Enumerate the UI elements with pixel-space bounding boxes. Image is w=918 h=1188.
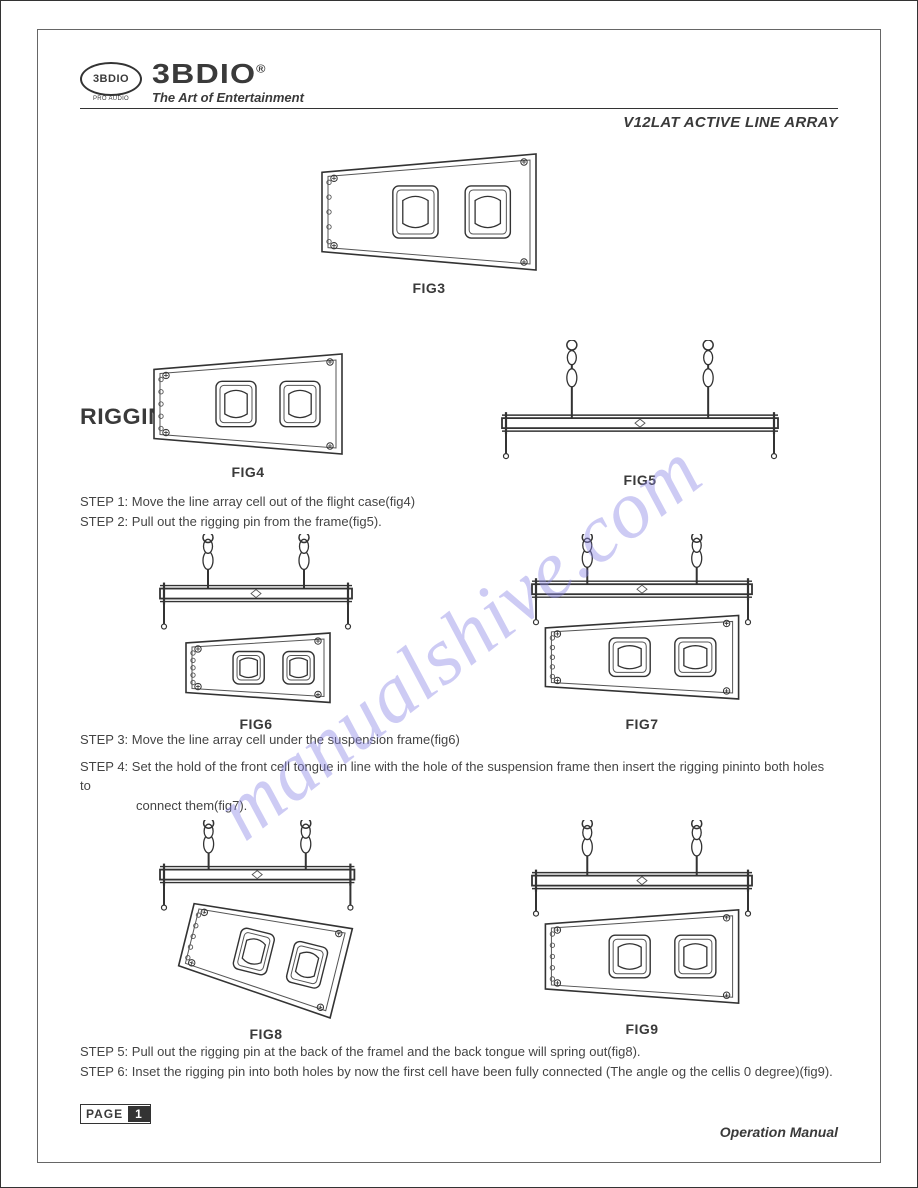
- header: 3BDIO PRO AUDIO 3BDIO® The Art of Entert…: [80, 58, 838, 124]
- figure-label-fig4: FIG4: [148, 464, 348, 480]
- step-6-text: STEP 6: Inset the rigging pin into both …: [80, 1063, 838, 1082]
- brand-tagline: The Art of Entertainment: [152, 90, 304, 105]
- figure-label-fig8: FIG8: [156, 1026, 376, 1042]
- brand-wordmark: 3BDIO®: [152, 58, 267, 90]
- header-rule: [80, 108, 838, 109]
- step-5-text: STEP 5: Pull out the rigging pin at the …: [80, 1043, 838, 1062]
- figure-fig4: FIG4: [148, 350, 348, 480]
- page-number-badge: PAGE 1: [80, 1104, 151, 1124]
- step-block-3: STEP 5: Pull out the rigging pin at the …: [80, 1042, 838, 1083]
- step-4-text-b: connect them(fig7).: [80, 797, 838, 816]
- doc-type-label: Operation Manual: [720, 1124, 838, 1140]
- logo-oval-text: 3BDIO: [93, 73, 129, 85]
- figure-label-fig9: FIG9: [528, 1021, 756, 1037]
- figure-label-fig3: FIG3: [316, 280, 542, 296]
- figure-fig8: FIG8: [156, 820, 376, 1042]
- page-inner: 3BDIO PRO AUDIO 3BDIO® The Art of Entert…: [37, 29, 881, 1163]
- step-block-1: STEP 1: Move the line array cell out of …: [80, 492, 838, 533]
- figure-fig7: FIG7: [528, 534, 756, 732]
- logo-oval: 3BDIO: [80, 62, 142, 96]
- figure-fig3: FIG3: [316, 150, 542, 296]
- figure-fig9: FIG9: [528, 820, 756, 1037]
- step-3-text: STEP 3: Move the line array cell under t…: [80, 731, 838, 750]
- brand-text: 3BDIO: [152, 58, 256, 89]
- figure-fig6: FIG6: [156, 534, 356, 732]
- figure-label-fig5: FIG5: [498, 472, 782, 488]
- step-4-text-a: STEP 4: Set the hold of the front cell t…: [80, 758, 838, 796]
- trademark-symbol: ®: [256, 64, 266, 76]
- product-model: V12LAT ACTIVE LINE ARRAY: [623, 114, 838, 131]
- logo-badge-text: PRO AUDIO: [80, 96, 142, 102]
- page-label: PAGE: [81, 1106, 128, 1122]
- page-frame: 3BDIO PRO AUDIO 3BDIO® The Art of Entert…: [0, 0, 918, 1188]
- figure-fig5: FIG5: [498, 340, 782, 488]
- page-number: 1: [128, 1106, 150, 1122]
- step-2-text: STEP 2: Pull out the rigging pin from th…: [80, 513, 838, 532]
- step-1-text: STEP 1: Move the line array cell out of …: [80, 493, 838, 512]
- step-block-2: STEP 3: Move the line array cell under t…: [80, 730, 838, 816]
